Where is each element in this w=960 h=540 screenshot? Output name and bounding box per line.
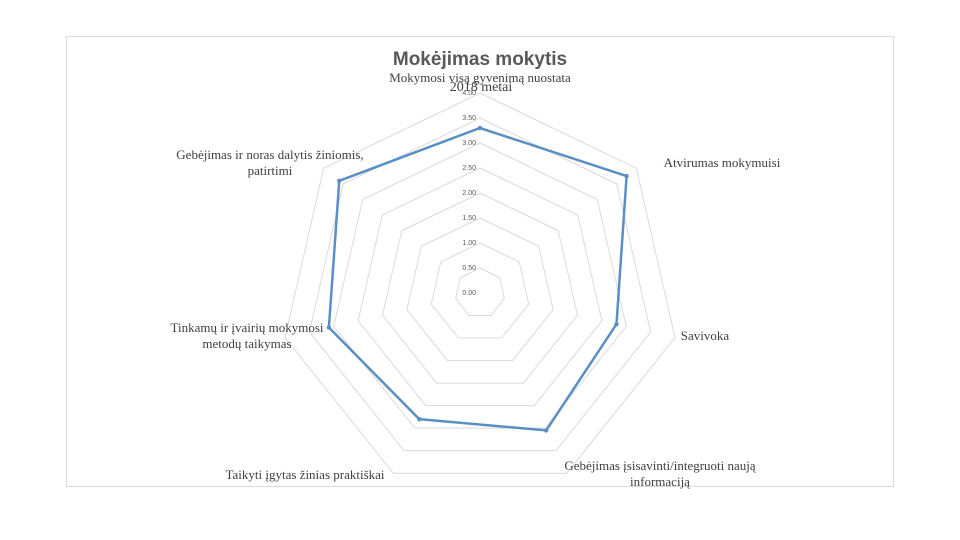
category-label: Taikyti įgytas žinias praktiškai [225,467,384,482]
tick-label: 3.50 [462,115,476,122]
grid-ring [333,142,627,429]
tick-label: 1.00 [462,240,476,247]
data-point [543,428,549,433]
grid-ring [406,217,554,362]
chart-area [66,36,894,487]
data-point [326,325,332,330]
category-label: Gebėjimas įsisavinti/integruoti naują inf… [564,458,756,489]
grid-ring [430,242,530,339]
data-point [477,125,483,131]
tick-label: 4.00 [462,90,476,97]
tick-label: 0.00 [462,290,476,297]
data-point [337,178,342,183]
tick-label: 2.00 [462,190,476,197]
category-label: Atvirumas mokymuisi [664,155,781,170]
chart-title: Mokėjimas mokytis [392,49,568,70]
data-point [614,321,619,327]
category-label: Savivoka [681,328,730,343]
series-name: 2018 metai [450,80,513,95]
grid-ring [357,167,603,407]
tick-label: 1.50 [462,215,476,222]
data-point [624,173,629,179]
data-point [417,416,422,422]
grid-ring [284,92,676,474]
tick-label: 3.00 [462,140,476,147]
grid-ring [381,192,579,384]
category-label: Gebėjimas ir noras dalytis žiniomis, pati… [176,147,363,178]
category-label: Tinkamų ir įvairių mokymosi metodų taikym… [171,320,324,351]
series-line [327,126,628,432]
category-label: Mokymosi visą gyvenimą nuostata [389,70,571,85]
tick-label: 0.50 [462,265,476,272]
tick-label: 2.50 [462,165,476,172]
grid-ring [455,267,505,317]
